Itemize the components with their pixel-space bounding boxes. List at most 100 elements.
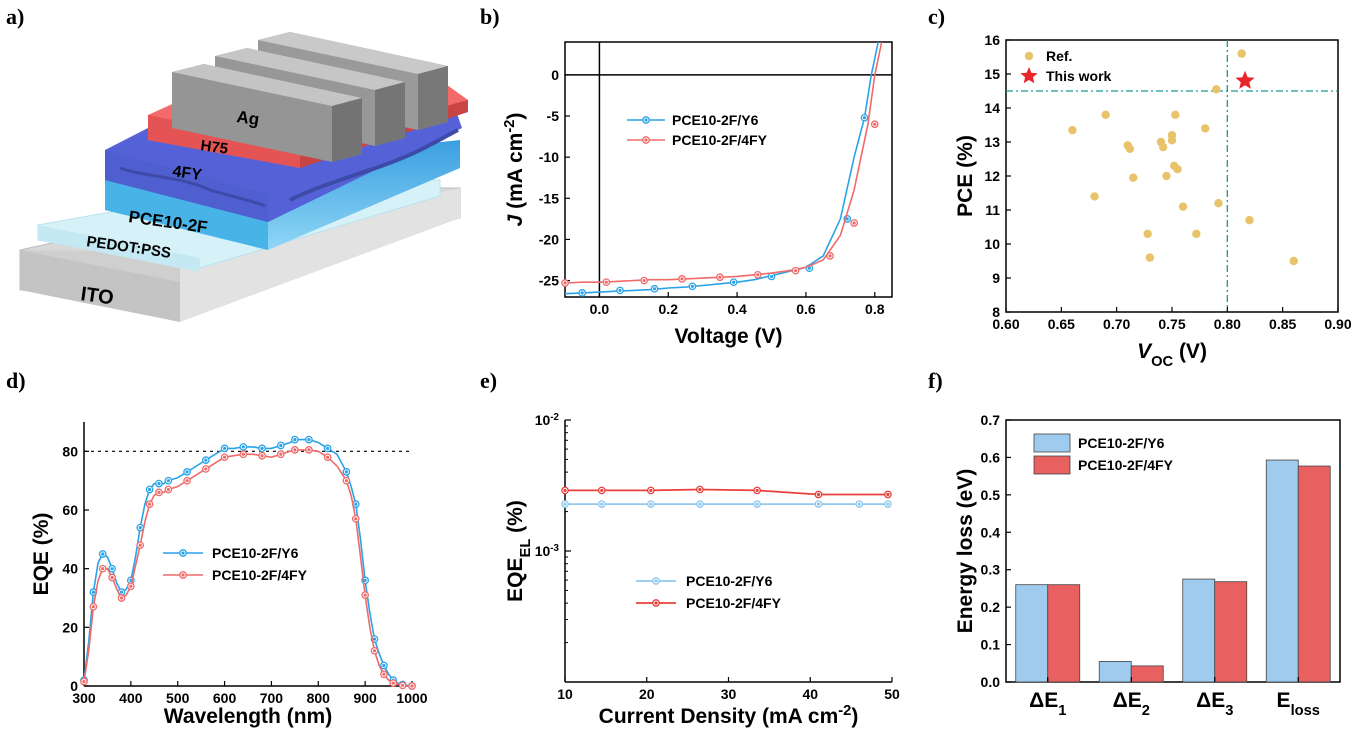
e-series-marker-1-core: [886, 492, 890, 497]
d-xtick-label: 900: [353, 690, 377, 706]
d-series-marker-1-core: [391, 681, 395, 685]
c-ytick-label: 13: [984, 134, 1000, 150]
f-bar-1: [1047, 584, 1081, 683]
b-series-marker-0-core: [732, 280, 736, 284]
b-ytick-label: -10: [539, 149, 559, 165]
d-legend-label-1: PCE10-2F/4FY: [212, 567, 308, 583]
b-series-marker-0-core: [862, 116, 867, 120]
c-ref-point: [1145, 253, 1155, 262]
d-series-marker-0-core: [148, 487, 152, 492]
d-series-marker-0-core: [344, 470, 348, 474]
d-series-marker-1-core: [354, 517, 358, 521]
b-series-marker-1-core: [873, 122, 877, 126]
d-xtick-label: 800: [307, 690, 331, 706]
d-series-marker-1-core: [241, 452, 245, 456]
d-ytick-label: 20: [62, 619, 78, 635]
b-xtick-label: 0.4: [727, 301, 747, 317]
c-ytick-label: 16: [984, 32, 1000, 48]
e-series-marker-1-core: [755, 488, 759, 493]
f-bar-1: [1214, 581, 1248, 683]
d-series-marker-0-core: [279, 443, 283, 448]
b-ytick-label: -5: [547, 108, 560, 124]
d-xtick-label: 300: [72, 690, 96, 706]
b-series-marker-1-core: [718, 275, 722, 279]
f-ytick-label: 0.5: [981, 487, 1001, 503]
e-series-marker-0-core: [886, 502, 890, 506]
f-ytick-label: 0.2: [981, 599, 1001, 615]
c-legend-label-0: Ref.: [1046, 48, 1072, 64]
d-legend-marker-0-core: [181, 551, 185, 555]
f-legend-label-1: PCE10-2F/4FY: [1078, 457, 1174, 473]
b-series-marker-1-core: [680, 277, 684, 281]
b-ytick-label: -15: [539, 190, 559, 206]
d-series-marker-0-core: [363, 578, 367, 583]
d-series-marker-0-core: [157, 482, 161, 486]
c-xtick-label: 0.80: [1214, 316, 1241, 332]
d-series-marker-0-core: [204, 458, 208, 462]
c-ytick-label: 12: [984, 168, 1000, 184]
d-series-marker-0-core: [307, 438, 311, 442]
d-series-marker-0-core: [91, 590, 95, 594]
f-category-label-part: 1: [1058, 703, 1066, 719]
c-ytick-label: 8: [992, 304, 1000, 320]
d-ylabel: EQE (%): [30, 513, 53, 596]
d-series-marker-0-core: [372, 637, 377, 641]
b-xtick-label: 0.8: [865, 301, 885, 317]
layer-label-h75: H75: [199, 137, 229, 158]
d-series-marker-1-core: [204, 467, 208, 471]
b-ylabel-part: (mA cm: [504, 133, 527, 215]
d-xtick-label: 1000: [396, 690, 427, 706]
panel-label-b: b): [480, 4, 500, 29]
b-series-marker-1-core: [794, 269, 798, 273]
d-series-marker-0-core: [110, 567, 114, 571]
e-series-marker-0-core: [698, 502, 702, 506]
panel-b-jv-chart: 0.0 0.2 0.4 0.6 0.8 0 -5 -10 -15 -20 -25 Voltage (V…: [502, 41, 893, 348]
f-ytick-label: 0.7: [981, 412, 1001, 428]
f-bar-0: [1182, 578, 1216, 683]
c-ref-point: [1192, 229, 1201, 238]
f-axes-frame: [1005, 419, 1341, 683]
e-series-marker-0-core: [755, 502, 759, 506]
d-series-marker-0-core: [241, 445, 245, 449]
e-series-marker-1-core: [649, 488, 653, 493]
d-ytick-label: 0: [70, 678, 78, 694]
d-series-marker-0-core: [382, 663, 386, 668]
d-series-marker-1-core: [110, 575, 114, 580]
f-category-label-part: E: [1277, 689, 1291, 712]
f-legend-label-0: PCE10-2F/Y6: [1078, 435, 1165, 451]
e-xtick-label: 20: [639, 686, 655, 702]
e-ytick-label-part: 10: [535, 412, 551, 428]
c-ref-point: [1201, 124, 1210, 133]
f-ytick-label: 0.3: [981, 562, 1001, 578]
b-series-marker-0-core: [769, 274, 774, 279]
panel-label-e: e): [480, 368, 497, 393]
d-legend-marker-1-core: [181, 573, 185, 577]
layer-label-ito: ITO: [79, 283, 115, 309]
d-series-marker-1-core: [91, 605, 95, 609]
b-legend-marker-0-core: [644, 118, 648, 122]
f-category-label-part: ΔE: [1029, 689, 1058, 712]
d-series-marker-1-core: [293, 448, 297, 452]
e-legend-marker-1-core: [654, 601, 658, 605]
d-series-marker-1-core: [372, 649, 377, 653]
d-series-marker-0-core: [138, 526, 142, 530]
f-bar-0: [1015, 584, 1049, 683]
b-xtick-label: 0.6: [796, 301, 816, 317]
d-series-marker-1-core: [101, 567, 105, 571]
c-ytick-label: 14: [984, 100, 1000, 116]
c-ref-point: [1090, 192, 1099, 201]
d-series-marker-0-core: [185, 470, 189, 474]
f-bar-0: [1265, 459, 1299, 683]
c-xlabel-part: (V): [1173, 340, 1207, 363]
d-series-marker-1-core: [307, 448, 311, 452]
c-ref-point: [1167, 136, 1177, 145]
d-series-marker-0-core: [119, 590, 124, 594]
e-legend-label-1: PCE10-2F/4FY: [686, 595, 782, 611]
device-schematic: ITO PEDOT:PSS PCE10-2F 4FY H75: [19, 32, 468, 322]
e-ytick-label: 10-3: [535, 543, 560, 560]
panel-f-energy-loss-chart: 0.0 0.1 0.2 0.3 0.4 0.5 0.6 0.7 Energy loss (eV)…: [954, 412, 1341, 719]
e-series-marker-1-core: [600, 488, 604, 493]
b-series-marker-0-core: [652, 287, 657, 291]
